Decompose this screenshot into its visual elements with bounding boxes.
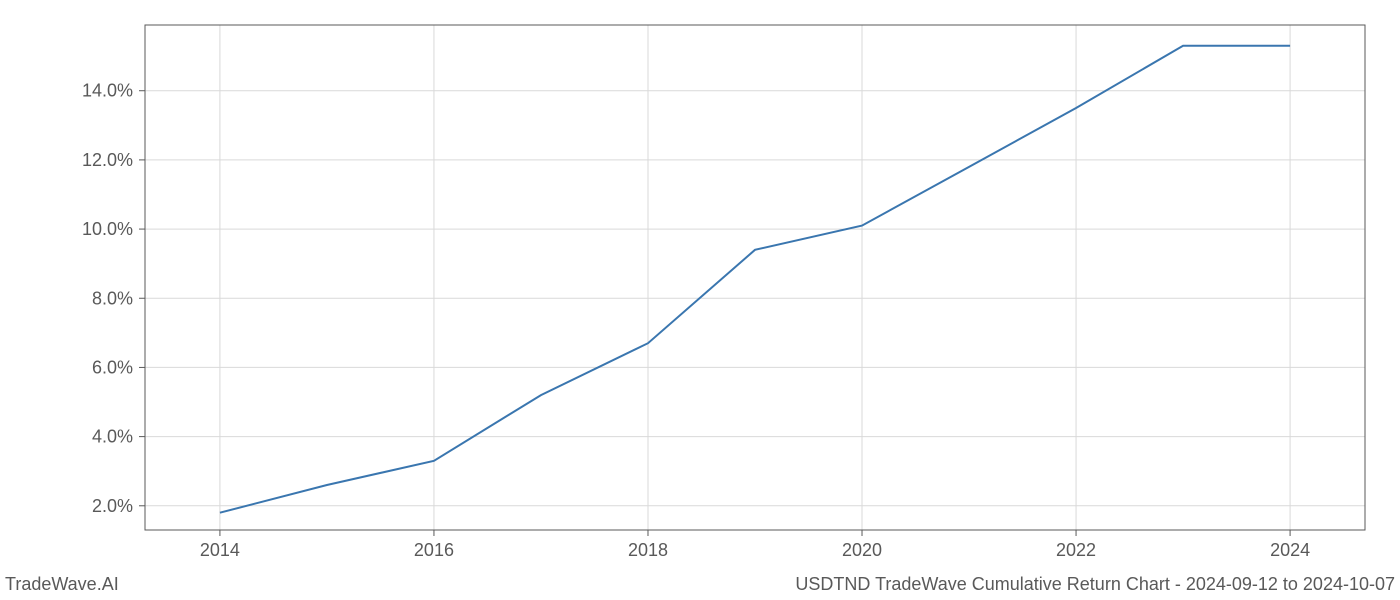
svg-text:8.0%: 8.0% [92, 288, 133, 308]
line-chart: 2014 2016 2018 2020 2022 2024 2.0% 4.0% 6.0% 8.0%… [0, 0, 1400, 600]
svg-text:2014: 2014 [200, 540, 240, 560]
chart-container: 2014 2016 2018 2020 2022 2024 2.0% 4.0% 6.0% 8.0%… [0, 0, 1400, 600]
svg-text:2018: 2018 [628, 540, 668, 560]
svg-text:2016: 2016 [414, 540, 454, 560]
svg-text:2024: 2024 [1270, 540, 1310, 560]
svg-text:2022: 2022 [1056, 540, 1096, 560]
svg-text:4.0%: 4.0% [92, 427, 133, 447]
footer-caption: USDTND TradeWave Cumulative Return Chart… [795, 574, 1395, 595]
svg-text:6.0%: 6.0% [92, 357, 133, 377]
svg-text:2.0%: 2.0% [92, 496, 133, 516]
svg-text:14.0%: 14.0% [82, 81, 133, 101]
svg-text:12.0%: 12.0% [82, 150, 133, 170]
footer-brand: TradeWave.AI [5, 574, 119, 595]
svg-text:10.0%: 10.0% [82, 219, 133, 239]
svg-text:2020: 2020 [842, 540, 882, 560]
